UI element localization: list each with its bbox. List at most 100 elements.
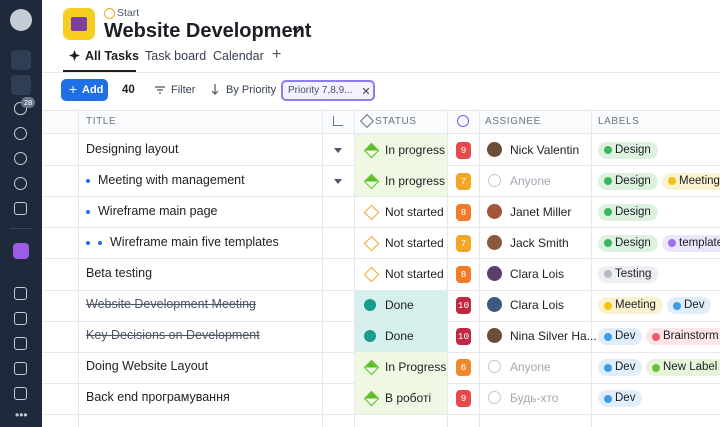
label-pill[interactable]: Testing (598, 265, 659, 283)
assignee-name[interactable]: Nick Valentin (510, 142, 580, 157)
priority-badge[interactable]: 9 (456, 390, 471, 408)
priority-badge[interactable]: 7 (456, 172, 471, 190)
label-dot (604, 301, 612, 310)
nav-notifications[interactable] (14, 102, 27, 115)
status-text[interactable]: Not started (385, 204, 444, 219)
task-title[interactable]: Meeting with management (98, 172, 245, 187)
task-title[interactable]: Beta testing (86, 265, 153, 280)
tab-icon (69, 50, 80, 61)
expand-toggle[interactable] (334, 178, 342, 184)
priority-badge[interactable]: 9 (456, 141, 471, 159)
status-text[interactable]: Not started (385, 235, 444, 250)
priority-badge[interactable]: 8 (456, 265, 471, 283)
sort-icon (211, 84, 219, 95)
task-title[interactable]: Wireframe main five templates (110, 234, 279, 249)
tab[interactable]: Task board (145, 49, 207, 63)
tab-add[interactable]: + (272, 46, 282, 63)
status-text[interactable]: In Progress (385, 360, 447, 375)
filter-button[interactable]: Filter (171, 84, 196, 96)
task-title[interactable]: Back end програмування (86, 390, 230, 405)
filter-chip-remove[interactable] (363, 88, 369, 94)
assignee-name[interactable]: Clara Lois (510, 266, 565, 281)
assignee-name[interactable]: Будь-хто (510, 391, 559, 406)
assignee-avatar (487, 234, 502, 250)
nav-more[interactable]: ••• (15, 408, 28, 422)
assignee-avatar (487, 141, 502, 157)
assignee-name[interactable]: Janet Miller (510, 204, 572, 219)
label-pill[interactable]: templates (662, 234, 720, 252)
task-title[interactable]: Key Decisions on Development (86, 328, 260, 343)
status-text[interactable]: In progress (385, 142, 446, 157)
filter-chip[interactable]: Priority 7,8,9... (281, 80, 375, 101)
priority-badge[interactable]: 10 (456, 328, 471, 346)
row-divider (42, 258, 720, 260)
nav-chat[interactable] (14, 152, 27, 165)
breadcrumb[interactable]: Start (117, 7, 140, 19)
task-title[interactable]: Designing layout (86, 141, 179, 156)
priority-badge[interactable]: 6 (456, 359, 471, 377)
label-pill[interactable]: Meeting (662, 172, 720, 190)
nav-timeline[interactable] (14, 387, 27, 400)
column-header: TITLE (86, 116, 117, 127)
expand-toggle[interactable] (334, 147, 342, 153)
tab[interactable]: Calendar (213, 49, 264, 63)
status-text[interactable]: В роботі (385, 391, 432, 406)
label-pill[interactable]: Dev (598, 359, 643, 377)
label-pill[interactable]: Brainstorm (646, 328, 720, 346)
priority-badge[interactable]: 7 (456, 234, 471, 252)
assignee-name[interactable]: Anyone (510, 173, 551, 188)
priority-badge[interactable]: 8 (456, 203, 471, 221)
label-pill[interactable]: Dev (598, 328, 643, 346)
column-header: ASSIGNEE (485, 116, 541, 127)
logo[interactable] (10, 9, 32, 31)
status-text[interactable]: In progress (385, 173, 446, 188)
nav-projects[interactable] (14, 287, 27, 300)
label-pill[interactable]: New Label (646, 359, 720, 377)
nav-people[interactable] (14, 177, 27, 190)
sort-button[interactable]: By Priority (226, 84, 277, 96)
status-text[interactable]: Done (385, 329, 414, 344)
nav-list[interactable] (14, 312, 27, 325)
label-dot (604, 239, 612, 248)
breadcrumb-icon (104, 8, 115, 19)
task-title[interactable]: Website Development Meeting (86, 297, 256, 312)
status-icon (364, 330, 376, 343)
task-title[interactable]: Doing Website Layout (86, 359, 209, 374)
priority-badge[interactable]: 10 (456, 297, 471, 315)
column-divider (78, 110, 79, 427)
label-pill[interactable]: Dev (667, 297, 712, 315)
nav-favorites[interactable] (14, 202, 27, 215)
column-divider (354, 110, 355, 427)
label-dot (652, 363, 660, 372)
label-pill[interactable]: Meeting (598, 297, 663, 315)
status-text[interactable]: Done (385, 298, 414, 313)
sidebar: 28 ••• (0, 0, 42, 427)
assignee-name[interactable]: Clara Lois (510, 298, 565, 313)
nav-create[interactable] (13, 243, 29, 259)
assignee-name[interactable]: Anyone (510, 360, 551, 375)
indent-bullet (98, 240, 102, 245)
label-dot (604, 270, 612, 279)
task-title[interactable]: Wireframe main page (98, 203, 218, 218)
add-icon: + (69, 81, 78, 97)
label-pill[interactable]: Dev (598, 390, 643, 408)
assignee-name[interactable]: Jack Smith (510, 235, 569, 250)
divider (10, 228, 32, 229)
nav-search[interactable] (14, 127, 27, 140)
nav-tasks[interactable] (11, 75, 31, 95)
add-button[interactable]: + Add (61, 79, 108, 101)
label-pill[interactable]: Design (598, 234, 658, 252)
label-pill[interactable]: Design (598, 203, 658, 221)
nav-reports[interactable] (14, 362, 27, 375)
title-dropdown[interactable] (292, 27, 302, 35)
page-title: Website Development (104, 20, 312, 42)
assignee-name[interactable]: Nina Silver Ha... (510, 329, 597, 344)
tab-active[interactable]: All Tasks (85, 49, 139, 63)
nav-docs[interactable] (14, 337, 27, 350)
label-pill[interactable]: Design (598, 172, 658, 190)
status-text[interactable]: Not started (385, 266, 444, 281)
assignee-avatar (487, 297, 502, 313)
label-pill[interactable]: Design (598, 141, 658, 159)
nav-dashboard[interactable] (11, 50, 31, 70)
column-divider (447, 110, 448, 427)
